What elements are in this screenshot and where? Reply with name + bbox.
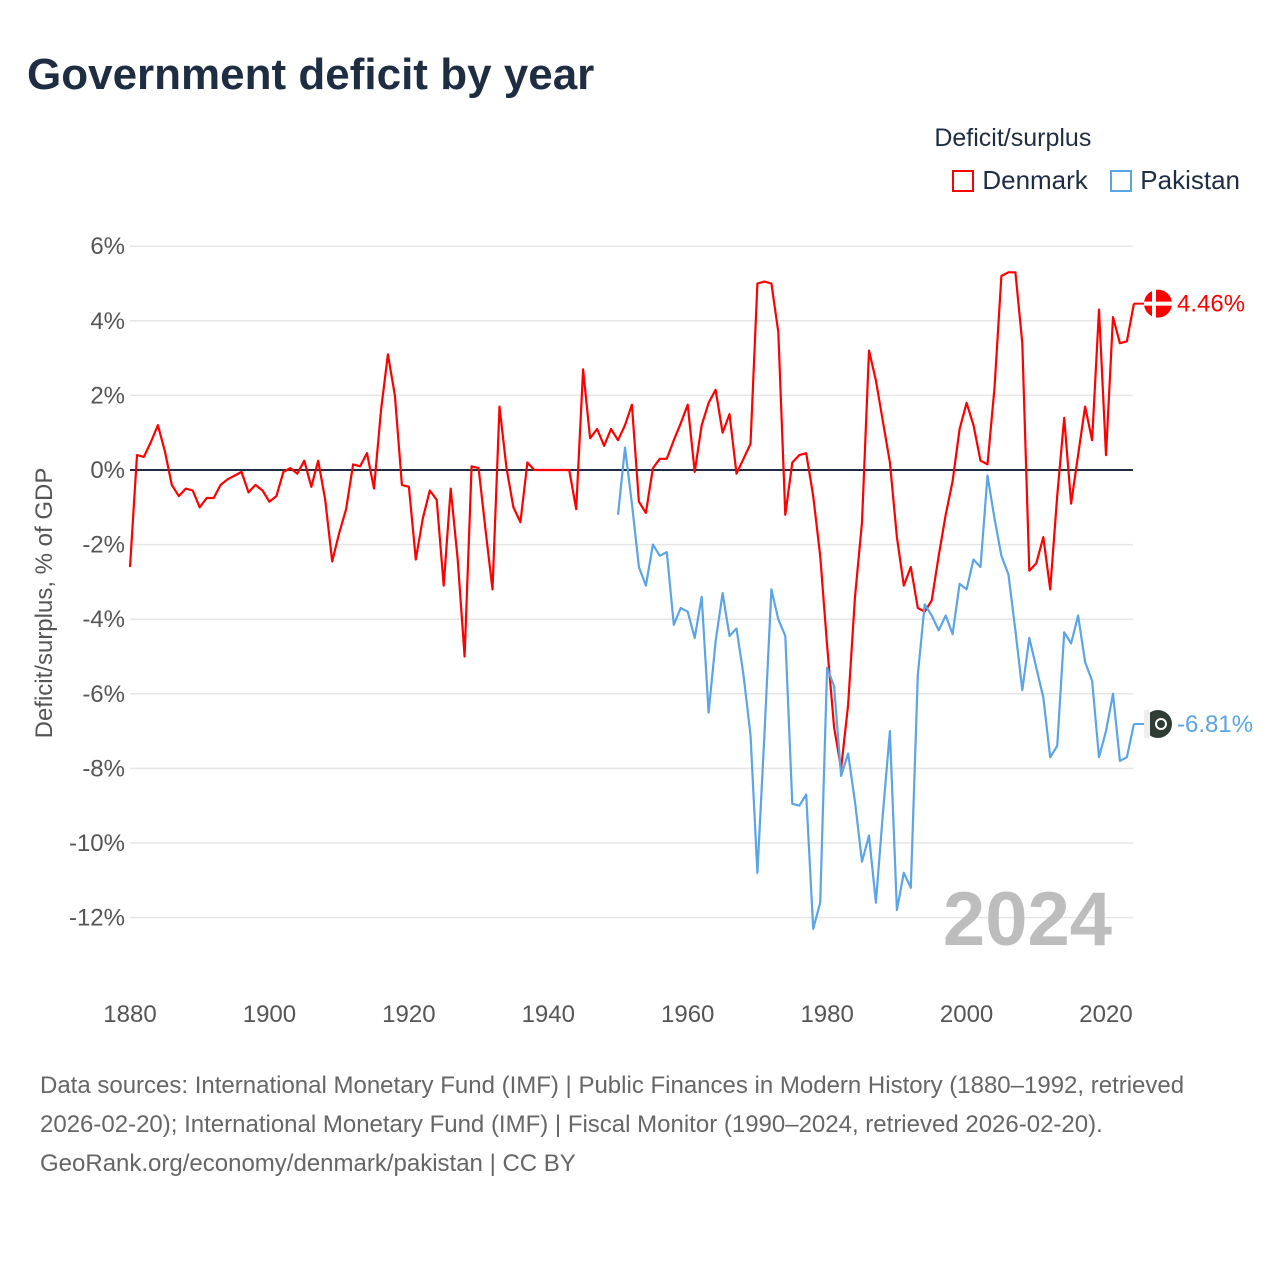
y-tick-label: 2%	[90, 382, 125, 409]
y-tick-label: 4%	[90, 308, 125, 335]
flag-cross-v	[1152, 289, 1156, 318]
legend-swatch-icon	[1110, 169, 1133, 192]
legend-swatch-icon	[952, 169, 975, 192]
credit-link[interactable]: GeoRank.org/economy/denmark/pakistan | C…	[40, 1150, 576, 1177]
x-tick-label: 2000	[940, 1001, 993, 1028]
x-tick-label: 1940	[522, 1001, 575, 1028]
y-tick-label: -6%	[82, 681, 125, 708]
flag-stripe	[1144, 710, 1150, 739]
grid: 6% 4% 2% 0% -2% -4% -6% -8% -10% -12% 1880 1900 1920…	[69, 233, 1133, 1028]
flag-cross-h	[1144, 301, 1172, 306]
year-watermark: 2024	[943, 877, 1112, 962]
chart-title: Government deficit by year	[27, 50, 595, 99]
end-value-label: -6.81%	[1177, 711, 1253, 738]
data-sources: Data sources: International Monetary Fun…	[40, 1072, 1185, 1138]
legend-label: Pakistan	[1140, 165, 1240, 195]
x-tick-label: 2020	[1079, 1001, 1132, 1028]
x-tick-label: 1960	[661, 1001, 714, 1028]
series-line-pakistan	[616, 446, 1135, 930]
y-tick-label: 0%	[90, 457, 125, 484]
legend-item-pakistan[interactable]: Pakistan	[1110, 165, 1240, 196]
y-tick-label: -12%	[69, 905, 125, 932]
y-tick-label: 6%	[90, 233, 125, 260]
series-line-denmark	[128, 271, 1135, 770]
y-tick-label: -2%	[82, 532, 125, 559]
pakistan-flag-icon	[1144, 710, 1172, 739]
line-chart: 6% 4% 2% 0% -2% -4% -6% -8% -10% -12% 1880 1900 1920…	[31, 233, 1253, 1028]
footer: Data sources: International Monetary Fun…	[40, 1066, 1240, 1183]
x-tick-label: 1900	[243, 1001, 296, 1028]
y-axis-label: Deficit/surplus, % of GDP	[31, 468, 58, 739]
legend-title: Deficit/surplus	[934, 124, 1092, 152]
legend: Deficit/surplus Denmark Pakistan	[934, 124, 1240, 197]
crescent-icon	[1155, 718, 1167, 731]
y-tick-label: -10%	[69, 830, 125, 857]
x-tick-label: 1920	[382, 1001, 435, 1028]
x-tick-label: 1880	[103, 1001, 156, 1028]
end-value-label: 4.46%	[1177, 291, 1245, 318]
y-tick-label: -4%	[82, 606, 125, 633]
y-tick-label: -8%	[82, 755, 125, 782]
legend-label: Denmark	[982, 165, 1088, 195]
x-tick-label: 1980	[800, 1001, 853, 1028]
legend-item-denmark[interactable]: Denmark	[952, 165, 1088, 196]
